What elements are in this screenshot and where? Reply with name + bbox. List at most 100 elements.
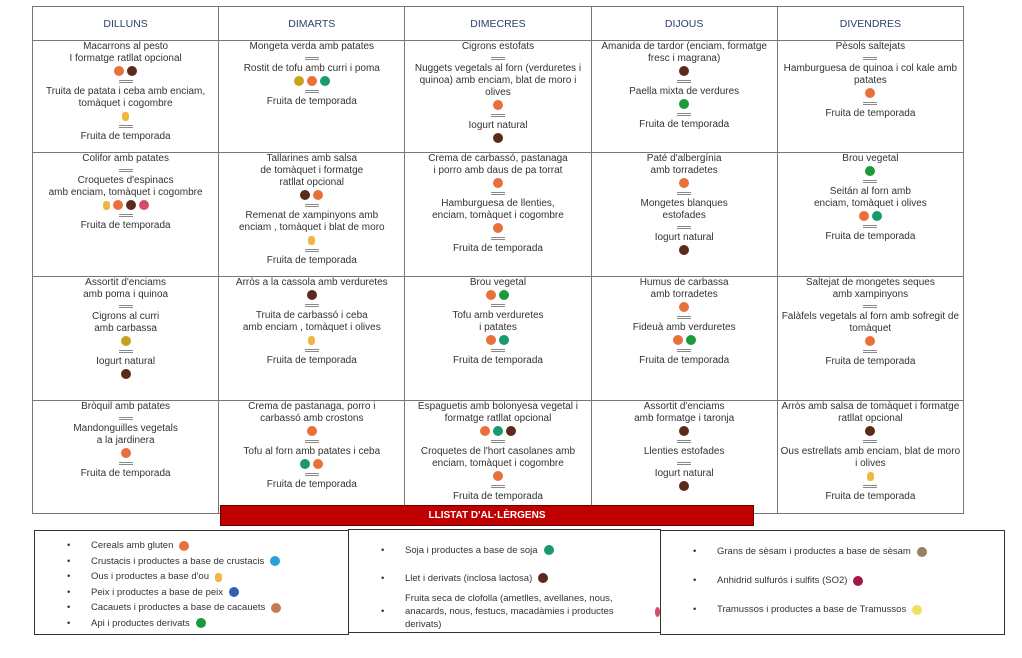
- allergen-legend-item: Anhidrid sulfurós i sulfits (SO2): [661, 566, 1004, 595]
- day-header-dijous: DIJOUS: [590, 6, 778, 41]
- dish-name: Fruita de temporada: [452, 491, 543, 502]
- dish-name: Tofu amb verduretes i patates: [452, 310, 544, 333]
- egg-allergen-icon: [308, 236, 316, 245]
- dish-name: Rostit de tofu amb curri i poma: [243, 63, 380, 74]
- allergen-icons: [594, 178, 775, 188]
- menu-cell: Pèsols saltejats Hamburguesa de quinoa i …: [776, 40, 965, 153]
- dish-name: Fruita de temporada: [452, 355, 543, 366]
- dish-name: Iogurt natural: [654, 232, 714, 243]
- menu-cell: Crema de carbassó, pastanaga i porro amb…: [404, 152, 592, 277]
- dish-name: Saltejat de mongetes seques amb xampinyo…: [805, 277, 935, 300]
- milk-allergen-icon: [306, 290, 317, 300]
- menu-cell: Bròquil amb patates Mandonguilles vegetal…: [31, 400, 220, 514]
- dish-separator: [490, 440, 505, 443]
- dish-separator: [304, 57, 319, 60]
- mustard-allergen-icon: [120, 336, 131, 346]
- dish-name: Hamburguesa de llenties, enciam, tomàque…: [432, 198, 564, 221]
- milk-allergen-icon: [865, 426, 876, 436]
- dish-name: Humus de carbassa amb torradetes: [639, 277, 729, 300]
- allergen-legend-item: Cereals amb gluten: [35, 538, 348, 554]
- mustard-allergen-icon: [293, 76, 304, 86]
- allergen-legend-item: Fruita seca de clofolla (ametlles, avell…: [349, 592, 660, 631]
- dish-name: Amanida de tardor (enciam, formatge fres…: [601, 41, 767, 64]
- dish-name: Tofu al forn amb patates i ceba: [243, 446, 381, 457]
- dish-separator: [863, 350, 878, 353]
- allergen-label: Tramussos i productes a base de Tramusso…: [717, 604, 907, 615]
- allergen-legend-item: Mol·luscs i productes a base de mol·lusc…: [661, 624, 1004, 634]
- dish-name: Fruita de temporada: [80, 220, 171, 231]
- allergen-icons: [221, 290, 402, 300]
- dish-name: Cigrons estofats: [461, 41, 535, 52]
- menu-cell: Arròs a la cassola amb verduretes Truita …: [218, 276, 406, 401]
- dish-separator: [304, 440, 319, 443]
- allergen-label: Soja i productes a base de soja: [405, 544, 538, 556]
- dish-name: Colifor amb patates: [82, 153, 169, 164]
- egg-allergen-icon: [102, 201, 110, 210]
- allergen-icons: [221, 76, 402, 86]
- allergen-legend-item: Peix i productes a base de peix: [35, 585, 348, 601]
- milk-allergen-icon: [505, 426, 516, 436]
- week-row: Assortit d'enciams amb poma i quinoa Cigr…: [31, 276, 965, 401]
- dish-name: Fruita de temporada: [825, 231, 916, 242]
- soy-allergen-icon: [492, 426, 503, 436]
- dish-name: Fruita de temporada: [80, 468, 171, 479]
- menu-cell: Crema de pastanaga, porro i carbassó amb…: [218, 400, 406, 514]
- dish-name: Truita de carbassó i ceba amb enciam , t…: [242, 310, 381, 333]
- allergen-icons: [35, 111, 216, 121]
- allergen-icons: [594, 245, 775, 255]
- celery-allergen-icon: [499, 290, 510, 300]
- sulphites-allergen-icon: [853, 575, 864, 586]
- dish-name: Brou vegetal: [842, 153, 899, 164]
- allergen-label: Cereals amb gluten: [91, 540, 174, 552]
- milk-allergen-icon: [492, 133, 503, 143]
- dish-name: Bròquil amb patates: [81, 401, 171, 412]
- gluten-allergen-icon: [679, 302, 690, 312]
- milk-allergen-icon: [120, 369, 131, 379]
- allergen-legend-item: Api i productes derivats: [35, 616, 348, 632]
- dish-separator: [677, 316, 692, 319]
- allergen-icons: [407, 290, 588, 300]
- allergen-icons: [594, 481, 775, 491]
- gluten-allergen-icon: [306, 426, 317, 436]
- dish-name: Brou vegetal: [469, 277, 527, 288]
- allergen-list-title: LLISTAT D'AL·LÈRGENS: [220, 505, 754, 526]
- dish-separator: [490, 304, 505, 307]
- milk-allergen-icon: [679, 66, 690, 76]
- dish-name: Croquetes d'espinacs amb enciam, tomàque…: [48, 175, 203, 198]
- gluten-allergen-icon: [492, 178, 503, 188]
- dish-name: Mandonguilles vegetals a la jardinera: [73, 423, 178, 446]
- dish-name: Ous estrellats amb enciam, blat de moro …: [780, 446, 961, 469]
- soy-allergen-icon: [543, 545, 554, 555]
- day-header-dimarts: DIMARTS: [218, 6, 406, 41]
- dish-name: Espaguetis amb bolonyesa vegetal i forma…: [417, 401, 579, 424]
- milk-allergen-icon: [679, 245, 690, 255]
- allergen-icons: [780, 211, 961, 221]
- celery-allergen-icon: [679, 99, 690, 109]
- dish-separator: [118, 169, 133, 172]
- allergen-label: Cacauets i productes a base de cacauets: [91, 602, 266, 614]
- dish-separator: [118, 350, 133, 353]
- gluten-allergen-icon: [492, 100, 503, 110]
- menu-cell: Amanida de tardor (enciam, formatge fres…: [590, 40, 778, 153]
- allergen-icons: [594, 66, 775, 76]
- dish-name: Fruita de temporada: [825, 108, 916, 119]
- milk-allergen-icon: [538, 573, 549, 583]
- allergen-label: Api i productes derivats: [91, 617, 190, 629]
- day-header-dimecres: DIMECRES: [404, 6, 592, 41]
- dish-separator: [304, 90, 319, 93]
- dish-name: Hamburguesa de quinoa i col kale amb pat…: [783, 63, 958, 86]
- dish-name: Macarrons al pesto I formatge ratllat op…: [69, 41, 182, 64]
- dish-separator: [677, 80, 692, 83]
- celery-allergen-icon: [685, 335, 696, 345]
- dish-name: Cigrons al curri amb carbassa: [91, 311, 160, 334]
- gluten-allergen-icon: [679, 178, 690, 188]
- milk-allergen-icon: [127, 66, 138, 76]
- menu-cell: Colifor amb patates Croquetes d'espinacs …: [31, 152, 220, 277]
- dish-separator: [118, 305, 133, 308]
- soy-allergen-icon: [871, 211, 882, 221]
- gluten-allergen-icon: [114, 66, 125, 76]
- peanuts-allergen-icon: [271, 602, 282, 613]
- dish-separator: [863, 485, 878, 488]
- dish-name: Crema de carbassó, pastanaga i porro amb…: [428, 153, 568, 176]
- dish-separator: [863, 305, 878, 308]
